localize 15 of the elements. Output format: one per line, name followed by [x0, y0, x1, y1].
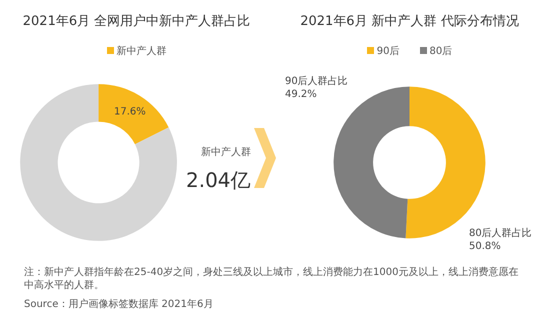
legend-label: 新中产人群	[116, 46, 166, 57]
donut-slice	[334, 86, 410, 238]
text: 新中产人群	[201, 146, 251, 158]
data-label: 90后人群占比 49.2%	[285, 75, 348, 100]
donut-slice	[20, 84, 177, 241]
legend-label: 90后	[376, 46, 400, 57]
chart-title: 2021年6月 全网用户中新中产人群占比	[22, 14, 250, 29]
chart-title: 2021年6月 新中产人群 代际分布情况	[300, 14, 519, 29]
text: 注：新中产人群指年龄在25-40岁之间，身处三线及以上城市，线上消费能力在1000元及以上，线上消费意愿在中高水平的人群。	[24, 266, 520, 292]
legend-label: 80后	[428, 46, 452, 57]
text: 2.04亿	[186, 168, 251, 192]
data-label: 80后人群占比 50.8%	[469, 227, 532, 252]
source-note: Source：用户画像标签数据库 2021年6月	[24, 298, 214, 311]
data-label: 17.6%	[114, 106, 146, 118]
donut-slice	[98, 84, 169, 144]
